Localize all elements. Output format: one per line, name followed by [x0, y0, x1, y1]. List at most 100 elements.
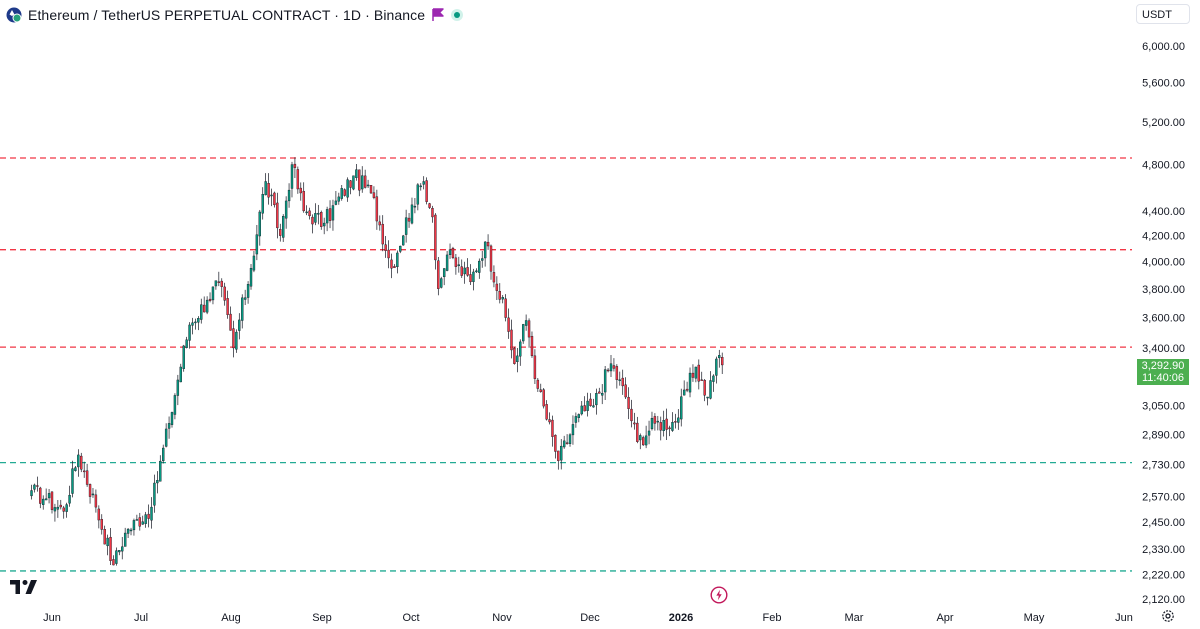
candle-body: [328, 208, 332, 221]
candle-body: [598, 391, 601, 394]
candle-body: [536, 379, 540, 389]
y-tick-label: 5,600.00: [1142, 78, 1185, 90]
candle-body: [284, 200, 288, 219]
candle-body: [173, 395, 177, 415]
candle-body: [185, 339, 188, 348]
candle-body: [434, 214, 437, 261]
candle-body: [53, 507, 57, 512]
candle-body: [445, 254, 449, 271]
candle-body: [577, 414, 581, 418]
candle-body: [235, 331, 238, 350]
candle-body: [595, 393, 598, 406]
candle-body: [589, 398, 592, 407]
candle-body: [205, 299, 209, 313]
y-tick-label: 2,330.00: [1142, 544, 1185, 556]
y-tick-label: 2,570.00: [1142, 492, 1185, 504]
chart-title[interactable]: Ethereum / TetherUS PERPETUAL CONTRACT ·…: [28, 7, 426, 23]
candle-body: [129, 529, 133, 532]
candle-body: [279, 229, 282, 236]
candle-body: [521, 324, 525, 342]
candle-body: [317, 212, 320, 215]
candle-body: [533, 355, 537, 379]
candle-body: [644, 435, 648, 446]
candle-body: [267, 183, 270, 198]
candle-body: [656, 420, 660, 423]
candle-body: [290, 164, 294, 189]
candle-body: [197, 318, 200, 323]
candle-body: [557, 450, 560, 461]
candle-body: [390, 259, 393, 269]
x-tick-label: 2026: [669, 612, 693, 624]
candle-body: [264, 181, 267, 196]
candle-body: [621, 377, 624, 387]
candle-body: [586, 400, 589, 411]
gear-icon[interactable]: [1161, 609, 1175, 623]
candle-body: [712, 375, 715, 382]
candle-body: [545, 404, 548, 420]
candle-body: [685, 388, 689, 391]
candle-body: [612, 365, 616, 369]
x-tick-label: May: [1024, 612, 1045, 624]
candle-body: [74, 467, 77, 471]
candle-body: [694, 366, 698, 379]
y-tick-label: 3,600.00: [1142, 313, 1185, 325]
y-tick-label: 6,000.00: [1142, 41, 1185, 53]
candle-body: [410, 204, 414, 224]
candle-body: [191, 322, 194, 326]
candle-body: [633, 422, 636, 425]
candle-body: [85, 470, 89, 485]
candle-body: [399, 245, 402, 252]
lightning-icon[interactable]: [710, 586, 728, 604]
candle-body: [659, 422, 662, 431]
market-status-dot-icon[interactable]: [451, 9, 464, 21]
candle-body: [33, 484, 36, 490]
horizontal-lines: [0, 157, 1132, 572]
candle-body: [243, 297, 247, 300]
candle-body: [378, 221, 381, 226]
candle-body: [176, 379, 180, 396]
x-tick-label: Dec: [580, 612, 600, 624]
candle-body: [36, 485, 39, 487]
y-tick-label: 4,400.00: [1142, 206, 1185, 218]
candle-body: [115, 550, 118, 564]
candle-body: [103, 529, 106, 545]
candle-body: [276, 202, 279, 229]
bar-countdown-label: 11:40:06: [1141, 372, 1184, 384]
currency-button[interactable]: USDT: [1136, 4, 1190, 24]
candle-body: [396, 252, 399, 268]
candle-body: [150, 506, 153, 521]
candle-body: [691, 372, 695, 378]
candle-body: [337, 196, 341, 202]
candle-body: [238, 319, 241, 331]
candle-body: [164, 428, 168, 447]
tradingview-logo-icon[interactable]: [10, 579, 38, 595]
candle-body: [486, 241, 490, 247]
candle-body: [141, 521, 144, 525]
candle-body: [641, 437, 645, 446]
y-tick-label: 4,200.00: [1142, 231, 1185, 243]
candle-body: [407, 217, 411, 222]
candle-body: [457, 264, 461, 266]
candle-body: [352, 175, 355, 190]
candle-body: [179, 366, 182, 383]
candles: [30, 157, 724, 566]
candle-body: [466, 267, 469, 276]
candle-body: [442, 268, 446, 278]
candle-body: [65, 504, 68, 512]
candle-body: [372, 192, 376, 198]
candle-body: [624, 384, 627, 398]
x-tick-label: Jul: [134, 612, 148, 624]
candle-body: [606, 369, 610, 372]
purple-flag-icon[interactable]: [431, 8, 445, 22]
candle-body: [68, 494, 71, 504]
candle-body: [404, 217, 408, 235]
ethereum-logo-icon[interactable]: [6, 7, 22, 23]
candle-body: [475, 270, 478, 273]
candle-body: [71, 468, 74, 494]
candle-body: [366, 184, 370, 187]
candle-body: [425, 180, 428, 202]
x-tick-label: Oct: [402, 612, 419, 624]
candle-body: [451, 247, 455, 258]
candle-body: [97, 508, 101, 521]
